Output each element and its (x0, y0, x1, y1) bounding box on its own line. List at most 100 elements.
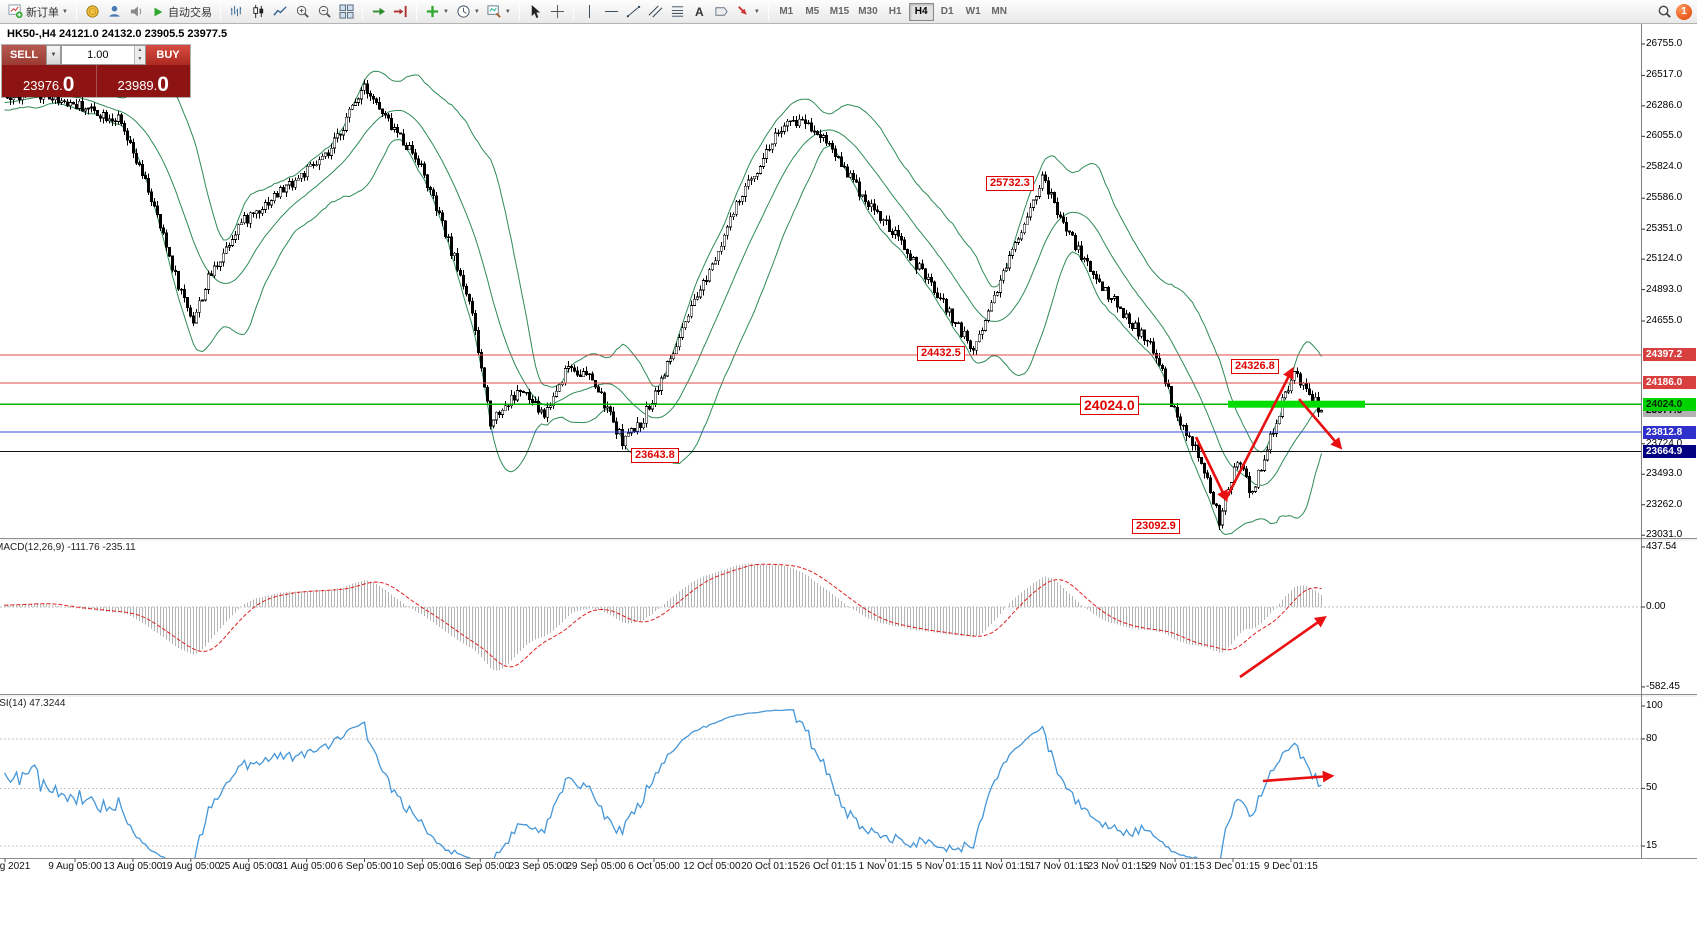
zoom-out-button[interactable] (314, 2, 335, 22)
chart-candles-button[interactable] (248, 2, 269, 22)
fibonacci-icon (671, 6, 683, 17)
new-order-icon (8, 4, 23, 19)
timeframe-m30-button[interactable]: M30 (858, 6, 878, 17)
buy-button[interactable]: BUY (146, 45, 190, 65)
sell-button[interactable]: SELL (2, 45, 46, 65)
lot-size-input[interactable] (62, 46, 134, 64)
candlestick-icon (253, 4, 264, 19)
caret-down-icon: ▼ (753, 8, 760, 15)
timeframe-d1-button[interactable]: D1 (940, 6, 954, 17)
channel-tool-button[interactable] (645, 2, 666, 22)
toolbar: 新订单 ▼ 自动交易 ▼ ▼ (0, 0, 1697, 24)
buy-price-main: 23989. (117, 78, 158, 93)
cursor-icon (531, 4, 540, 19)
play-icon (154, 7, 163, 16)
arrow-object-icon (737, 6, 747, 15)
bar-chart-icon (230, 5, 242, 17)
trendline-icon (626, 5, 641, 18)
timeframe-mn-button[interactable]: MN (991, 6, 1007, 17)
indicators-button[interactable]: ▼ (422, 2, 452, 22)
caret-down-icon: ▼ (442, 8, 449, 15)
macd-indicator-label: MACD(12,26,9) -111.76 -235.11 (0, 542, 136, 553)
tile-windows-button[interactable] (336, 2, 357, 22)
sell-price-main: 23976. (23, 78, 63, 93)
text-tool-icon: A (694, 4, 704, 19)
crosshair-icon (550, 4, 564, 19)
timeframe-group: M1 M5 M15 M30 H1 H4 D1 W1 MN (774, 2, 1012, 21)
trade-panel-dropdown[interactable]: ▼ (46, 45, 61, 65)
search-icon (1658, 5, 1671, 18)
alerts-button[interactable] (126, 2, 147, 22)
auto-scroll-button[interactable] (368, 2, 389, 22)
timeframe-h4-button[interactable]: H4 (908, 2, 934, 21)
toolbar-separator (572, 3, 574, 20)
toolbar-separator (361, 3, 363, 20)
clock-icon (457, 5, 470, 18)
chart-canvas[interactable] (0, 24, 1697, 880)
toolbar-separator (767, 3, 769, 20)
arrows-tool-button[interactable]: ▼ (733, 2, 763, 22)
timeframe-w1-button[interactable]: W1 (965, 6, 981, 17)
toolbar-separator (518, 3, 520, 20)
chart-shift-button[interactable] (390, 2, 411, 22)
vertical-line-tool-button[interactable] (579, 2, 600, 22)
caret-down-icon: ▼ (473, 8, 480, 15)
sell-price[interactable]: 23976. 0 (2, 65, 96, 97)
spin-up-icon: ▲ (134, 46, 145, 55)
chart-line-button[interactable] (270, 2, 291, 22)
buy-price-big-digit: 0 (157, 73, 169, 96)
caret-down-icon: ▼ (50, 52, 57, 58)
timeframe-m15-button[interactable]: M15 (829, 6, 850, 17)
text-tool-button[interactable]: A (689, 2, 710, 22)
timeframe-m5-button[interactable]: M5 (805, 6, 820, 17)
lot-spinner[interactable]: ▲ ▼ (133, 46, 145, 64)
trendline-tool-button[interactable] (623, 2, 644, 22)
channel-icon (648, 5, 663, 18)
auto-trading-label: 自动交易 (167, 6, 212, 19)
label-tool-button[interactable] (711, 2, 732, 22)
crosshair-button[interactable] (547, 2, 568, 22)
rsi-indicator-label: RSI(14) 47.3244 (0, 698, 66, 709)
lot-size-field: ▲ ▼ (61, 45, 146, 65)
toolbar-separator (415, 3, 417, 20)
auto-trading-button[interactable]: 自动交易 (148, 2, 215, 22)
horizontal-line-tool-button[interactable] (601, 2, 622, 22)
market-watch-button[interactable] (82, 2, 103, 22)
vertical-line-icon (588, 4, 590, 19)
one-click-trading-panel: SELL ▼ ▲ ▼ BUY 23976. 0 23989. 0 (2, 45, 190, 97)
person-icon (109, 5, 120, 17)
trade-panel-controls: SELL ▼ ▲ ▼ BUY (2, 45, 190, 65)
new-order-button[interactable]: 新订单 ▼ (5, 2, 71, 22)
toolbar-separator (75, 3, 77, 20)
templates-button[interactable]: ▼ (484, 2, 514, 22)
tile-windows-icon (339, 4, 354, 19)
coin-icon (86, 5, 99, 18)
toolbar-separator (219, 3, 221, 20)
trade-panel-prices: 23976. 0 23989. 0 (2, 65, 190, 97)
sell-price-big-digit: 0 (62, 73, 75, 96)
add-indicator-icon (426, 5, 439, 18)
new-order-label: 新订单 (26, 6, 59, 19)
notification-badge[interactable]: 1 (1676, 3, 1692, 20)
horizontal-line-icon (604, 11, 618, 12)
chart-bars-button[interactable] (226, 2, 247, 22)
caret-down-icon: ▼ (62, 8, 68, 15)
speaker-icon (130, 6, 142, 17)
timeframe-m1-button[interactable]: M1 (779, 6, 794, 17)
navigator-button[interactable] (104, 2, 125, 22)
chart-shift-icon (393, 5, 407, 18)
search-symbol-button[interactable] (1654, 2, 1675, 22)
fibonacci-tool-button[interactable] (667, 2, 688, 22)
zoom-in-icon (296, 5, 309, 18)
timeframe-h1-button[interactable]: H1 (888, 6, 902, 17)
auto-scroll-icon (372, 7, 386, 16)
template-icon (487, 5, 501, 18)
cursor-button[interactable] (525, 2, 546, 22)
zoom-in-button[interactable] (292, 2, 313, 22)
spin-down-icon: ▼ (134, 55, 145, 64)
label-icon (715, 7, 728, 16)
line-chart-icon (273, 6, 287, 16)
caret-down-icon: ▼ (504, 8, 511, 15)
buy-price[interactable]: 23989. 0 (95, 65, 191, 97)
periods-button[interactable]: ▼ (453, 2, 483, 22)
